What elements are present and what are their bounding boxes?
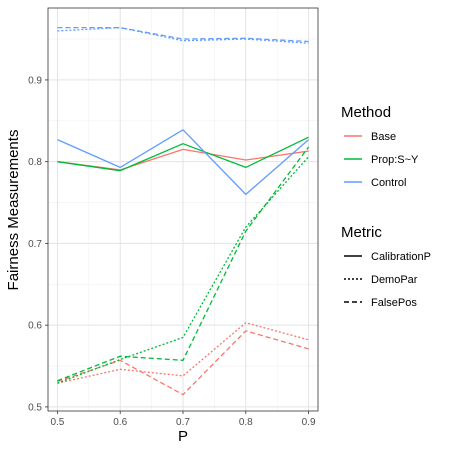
legend-metric-label-calibrationp: CalibrationP <box>371 251 431 263</box>
y-tick-label: 0.6 <box>28 321 42 332</box>
legend-metric-label-demopar: DemoPar <box>371 274 418 286</box>
series-line-prop-s-y-calibrationp <box>57 136 309 172</box>
legend-method-label-prop-s-y: Prop:S~Y <box>371 154 419 166</box>
series-line-control-calibrationp <box>57 129 310 196</box>
legend-method-title: Method <box>341 104 391 121</box>
y-axis-title: Fairness Measurements <box>5 130 22 291</box>
x-tick-label: 0.7 <box>176 417 190 428</box>
series-line-control-demopar <box>57 26 309 44</box>
y-tick-label: 0.5 <box>28 402 42 413</box>
x-tick-label: 0.9 <box>302 417 316 428</box>
legend-method: Method Base Prop:S~Y Control <box>341 104 419 189</box>
y-axis: 0.5 0.6 0.7 0.8 0.9 <box>28 75 48 413</box>
x-axis-title: P <box>178 428 188 445</box>
major-grid <box>48 8 318 411</box>
y-tick-label: 0.9 <box>28 75 42 86</box>
series-line-prop-s-y-falsepos <box>57 146 310 382</box>
legend-metric-title: Metric <box>341 224 382 241</box>
series-line-control-falsepos <box>57 26 309 43</box>
x-tick-label: 0.6 <box>113 417 127 428</box>
y-tick-label: 0.8 <box>28 157 42 168</box>
x-tick-label: 0.8 <box>239 417 253 428</box>
legend-method-label-control: Control <box>371 177 406 189</box>
x-tick-label: 0.5 <box>50 417 64 428</box>
y-tick-label: 0.7 <box>28 239 42 250</box>
legend-metric: Metric CalibrationP DemoPar FalsePos <box>341 224 431 309</box>
legend-method-label-base: Base <box>371 131 396 143</box>
legend-metric-label-falsepos: FalsePos <box>371 297 417 309</box>
x-axis: 0.5 0.6 0.7 0.8 0.9 <box>50 411 316 428</box>
series-lines <box>57 26 310 396</box>
